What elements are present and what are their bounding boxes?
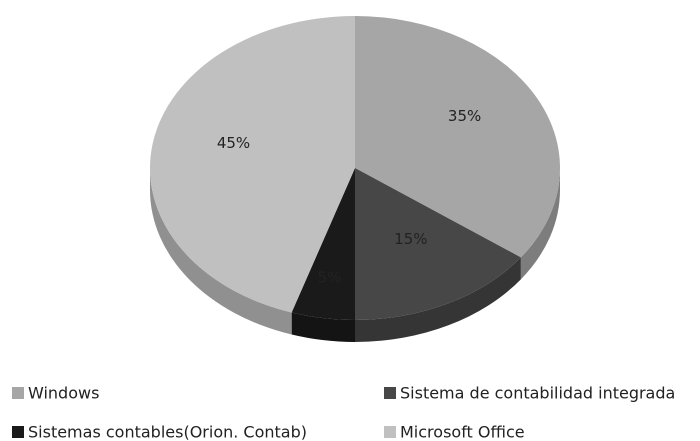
data-label: 15% [394,230,427,248]
slice-side [355,257,521,342]
slice [291,168,355,320]
pie: 35% 15% 5% 45% [149,16,560,342]
slice [149,16,355,313]
slice-side [150,168,292,335]
legend-swatch [12,426,24,438]
legend-swatch [384,387,396,399]
slice [355,16,560,258]
legend-label: Sistemas contables(Orion. Contab) [28,423,307,441]
data-label: 5% [317,269,341,287]
slice-side [291,312,355,342]
legend-label: Windows [28,384,99,403]
data-label: 35% [448,107,481,125]
slice [355,168,521,320]
legend-swatch [12,387,24,399]
legend-label: Microsoft Office [400,423,525,441]
legend-label: Sistema de contabilidad integrada [400,384,675,403]
legend-swatch [384,426,396,438]
slice-side [520,168,560,280]
data-label: 45% [217,134,250,152]
legend: Windows Sistema de contabilidad integrada… [12,384,675,441]
